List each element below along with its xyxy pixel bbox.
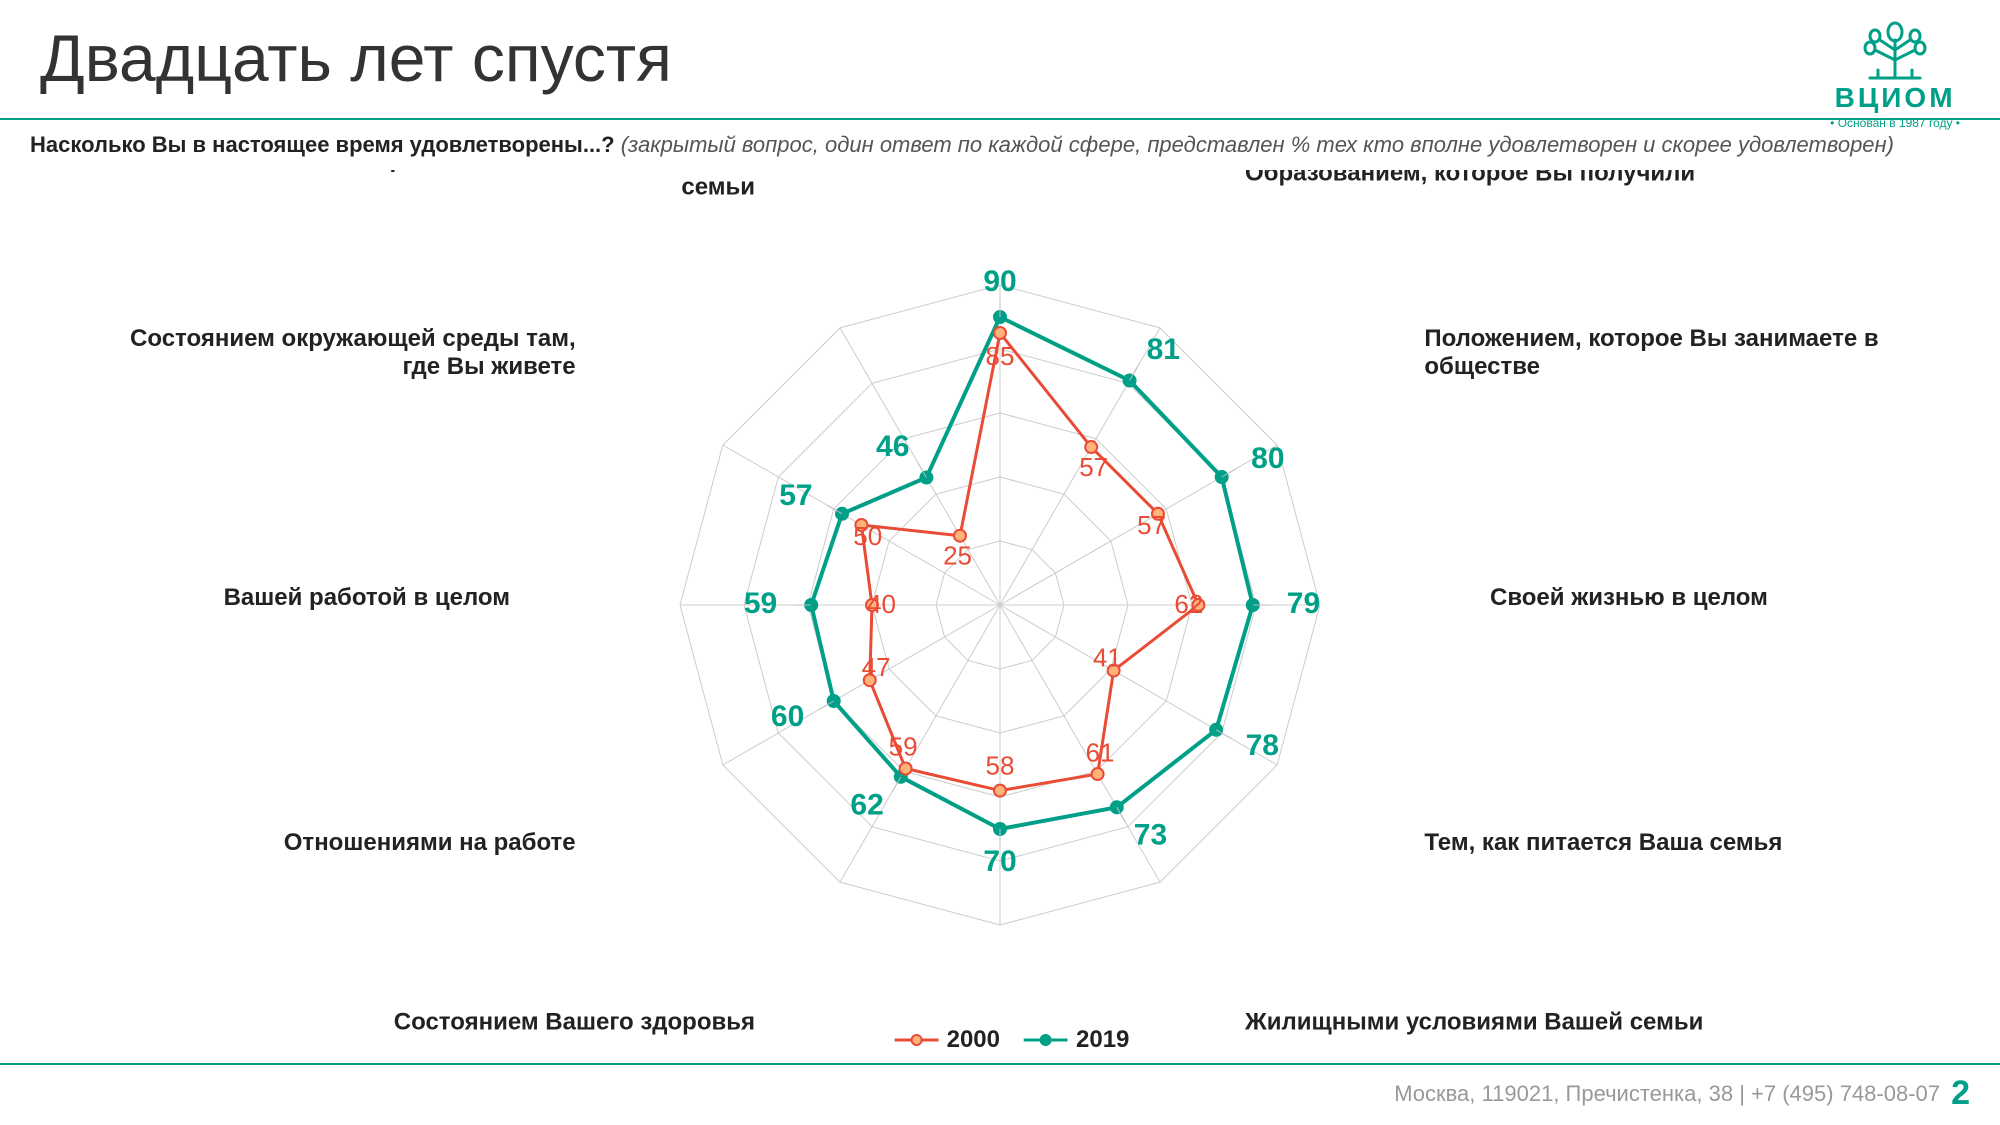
axis-label: Своей жизнью в целом [1490, 584, 1768, 611]
footer-address: Москва, 119021, Пречистенка, 38 | +7 (49… [0, 1081, 1940, 1107]
axis-label: семьи [681, 173, 755, 200]
logo-icon [1850, 20, 1940, 80]
series-marker [900, 763, 912, 775]
value-label-2019: 62 [850, 788, 883, 821]
value-label-2019: 79 [1287, 587, 1320, 620]
value-label-2019: 59 [744, 587, 777, 620]
page-number: 2 [1951, 1074, 1970, 1113]
value-label-2000: 58 [986, 751, 1015, 781]
value-label-2000: 62 [1174, 589, 1203, 619]
legend: 2000 2019 [871, 1026, 1130, 1055]
axis-label: где Вы живете [402, 353, 575, 380]
legend-label: 2000 [947, 1026, 1000, 1053]
value-label-2000: 50 [853, 521, 882, 551]
axis-label: Образованием, которое Вы получили [1245, 170, 1695, 187]
legend-swatch [895, 1027, 939, 1055]
radar-chart: Кругом Вашего общения (друзья,соседи, зн… [0, 170, 2000, 1040]
value-label-2000: 47 [862, 652, 891, 682]
subtitle: Насколько Вы в настоящее время удовлетво… [30, 132, 1894, 158]
subtitle-italic: (закрытый вопрос, один ответ по каждой с… [621, 132, 1894, 157]
series-marker [994, 785, 1006, 797]
value-label-2019: 90 [983, 265, 1016, 298]
axis-label: Положением, которое Вы занимаете в [1424, 325, 1878, 352]
value-label-2000: 59 [889, 732, 918, 762]
value-label-2019: 80 [1251, 442, 1284, 475]
value-label-2019: 70 [983, 845, 1016, 878]
axis-label: Состоянием окружающей среды там, [130, 325, 576, 352]
slide: Двадцать лет спустя ВЦИОМ • Основан в 19… [0, 0, 2000, 1125]
value-label-2000: 57 [1079, 452, 1108, 482]
value-label-2000: 40 [867, 589, 896, 619]
value-label-2019: 60 [771, 700, 804, 733]
page-title: Двадцать лет спустя [40, 20, 672, 96]
logo: ВЦИОМ • Основан в 1987 году • [1830, 20, 1960, 130]
logo-text: ВЦИОМ [1830, 82, 1960, 114]
axis-label: Состоянием Вашего здоровья [394, 1008, 755, 1035]
value-label-2000: 41 [1093, 643, 1122, 673]
legend-swatch [1024, 1027, 1068, 1055]
value-label-2000: 85 [986, 341, 1015, 371]
axis-label: Жилищными условиями Вашей семьи [1244, 1008, 1703, 1035]
value-label-2000: 25 [943, 541, 972, 571]
axis-label: обществе [1424, 353, 1540, 380]
value-label-2019: 46 [876, 430, 909, 463]
value-label-2019: 57 [779, 479, 812, 512]
divider-bottom [0, 1063, 2000, 1065]
series-marker [994, 327, 1006, 339]
radar-svg: Кругом Вашего общения (друзья,соседи, зн… [0, 170, 2000, 1040]
series-line-2019 [811, 317, 1253, 829]
subtitle-bold: Насколько Вы в настоящее время удовлетво… [30, 132, 621, 157]
axis-label: Отношениями на работе [284, 829, 576, 856]
value-label-2019: 73 [1134, 819, 1167, 852]
divider-top [0, 118, 2000, 120]
value-label-2019: 78 [1246, 729, 1279, 762]
axis-label: Вашей работой в целом [224, 584, 510, 611]
series-marker [1092, 768, 1104, 780]
axis-label: Материальным положением Вашей [331, 170, 755, 173]
legend-label: 2019 [1076, 1026, 1129, 1053]
axis-label: Тем, как питается Ваша семья [1424, 829, 1782, 856]
value-label-2000: 57 [1137, 510, 1166, 540]
value-label-2019: 81 [1147, 333, 1180, 366]
value-label-2000: 61 [1086, 737, 1115, 767]
